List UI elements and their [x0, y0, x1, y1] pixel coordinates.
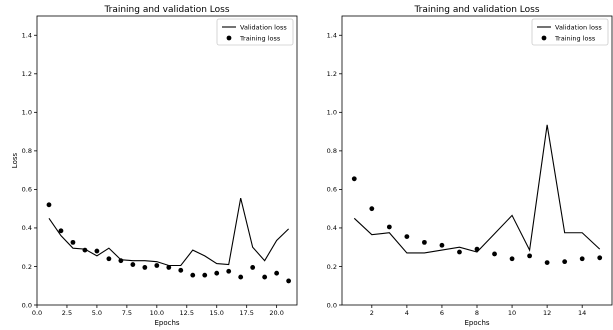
y-tick-label: 1.0 — [327, 109, 337, 117]
y-tick-label: 0.4 — [327, 224, 337, 232]
y-tick-label: 1.2 — [327, 70, 337, 78]
x-tick-label: 10.0 — [150, 309, 164, 317]
x-tick-label: 17.5 — [239, 309, 253, 317]
x-tick-label: 7.5 — [122, 309, 132, 317]
data-point-training-loss — [562, 259, 568, 265]
x-tick-label: 0.0 — [32, 309, 42, 317]
data-point-training-loss — [286, 278, 292, 284]
x-tick-label: 20.0 — [269, 309, 283, 317]
data-point-training-loss — [214, 270, 220, 276]
data-point-training-loss — [386, 224, 392, 230]
data-point-training-loss — [166, 265, 172, 270]
x-tick-label: 2.5 — [62, 309, 72, 317]
x-tick-label: 12.5 — [180, 309, 194, 317]
legend-label: Training loss — [554, 34, 596, 42]
x-tick-label: 8 — [475, 309, 479, 317]
y-tick-label: 0.0 — [327, 301, 337, 309]
x-tick-label: 12 — [543, 309, 551, 317]
data-point-training-loss — [142, 265, 148, 270]
y-axis-label: Loss — [11, 152, 19, 168]
data-point-training-loss — [226, 268, 232, 274]
data-point-training-loss — [190, 272, 196, 278]
data-point-training-loss — [422, 239, 427, 245]
y-tick-label: 0.0 — [22, 301, 32, 309]
data-point-training-loss — [202, 272, 208, 278]
y-tick-label: 0.8 — [327, 147, 337, 155]
x-tick-label: 15.0 — [209, 309, 223, 317]
data-point-training-loss — [509, 256, 515, 262]
x-tick-label: 10 — [508, 309, 516, 317]
y-tick-label: 0.2 — [327, 263, 337, 271]
x-tick-label: 5.0 — [92, 309, 102, 317]
data-point-training-loss — [492, 251, 497, 257]
data-point-training-loss — [46, 202, 52, 208]
chart-right: Training and validation Loss 2 4 6 8 10 12 14 0.… — [327, 5, 613, 327]
legend-box — [531, 18, 609, 46]
plot-frame — [341, 15, 613, 306]
y-tick-label: 0.2 — [22, 263, 32, 271]
y-tick-label: 1.4 — [22, 32, 32, 40]
data-point-training-loss — [106, 256, 112, 262]
series-line-validation-loss — [353, 124, 601, 254]
data-point-training-loss — [238, 274, 244, 280]
legend-label: Training loss — [239, 34, 281, 42]
data-point-training-loss — [439, 242, 445, 248]
data-point-training-loss — [118, 258, 124, 264]
legend-label: Validation loss — [240, 23, 287, 31]
data-point-training-loss — [597, 255, 603, 261]
chart-left: Training and validation Loss 0.0 2.5 5.0 7.5… — [11, 5, 298, 327]
x-tick-label: 4 — [405, 309, 409, 317]
data-point-training-loss — [274, 270, 280, 276]
data-point-training-loss — [154, 263, 160, 268]
y-tick-label: 0.4 — [22, 224, 32, 232]
legend-box — [216, 18, 294, 46]
y-tick-label: 0.6 — [327, 186, 337, 194]
data-point-training-loss — [130, 262, 136, 267]
data-point-training-loss — [527, 253, 532, 259]
data-point-training-loss — [474, 246, 480, 252]
data-point-training-loss — [58, 228, 64, 234]
chart-title: Training and validation Loss — [413, 5, 539, 15]
y-tick-label: 1.4 — [327, 32, 337, 40]
data-point-training-loss — [404, 234, 410, 240]
data-point-training-loss — [457, 249, 462, 255]
data-point-training-loss — [94, 248, 100, 254]
y-tick-label: 1.0 — [22, 109, 32, 117]
y-tick-label: 0.6 — [22, 186, 32, 194]
x-axis-label: Epochs — [154, 319, 179, 327]
series-line-validation-loss — [48, 197, 289, 267]
legend-swatch-dot — [226, 35, 232, 41]
data-point-training-loss — [579, 256, 585, 262]
data-point-training-loss — [544, 260, 550, 266]
x-tick-label: 2 — [370, 309, 374, 317]
x-axis-label: Epochs — [464, 319, 489, 327]
data-point-training-loss — [178, 267, 184, 273]
plot-frame — [36, 15, 298, 306]
data-point-training-loss — [262, 274, 268, 280]
data-point-training-loss — [82, 247, 88, 253]
data-point-training-loss — [369, 206, 375, 212]
x-tick-label: 14 — [578, 309, 586, 317]
data-point-training-loss — [70, 239, 76, 245]
y-tick-label: 0.8 — [22, 147, 32, 155]
chart-title: Training and validation Loss — [103, 5, 229, 15]
y-tick-label: 1.2 — [22, 70, 32, 78]
data-point-training-loss — [351, 176, 357, 182]
data-point-training-loss — [250, 265, 256, 270]
legend-label: Validation loss — [555, 23, 602, 31]
legend-swatch-dot — [541, 35, 547, 41]
x-tick-label: 6 — [440, 309, 444, 317]
